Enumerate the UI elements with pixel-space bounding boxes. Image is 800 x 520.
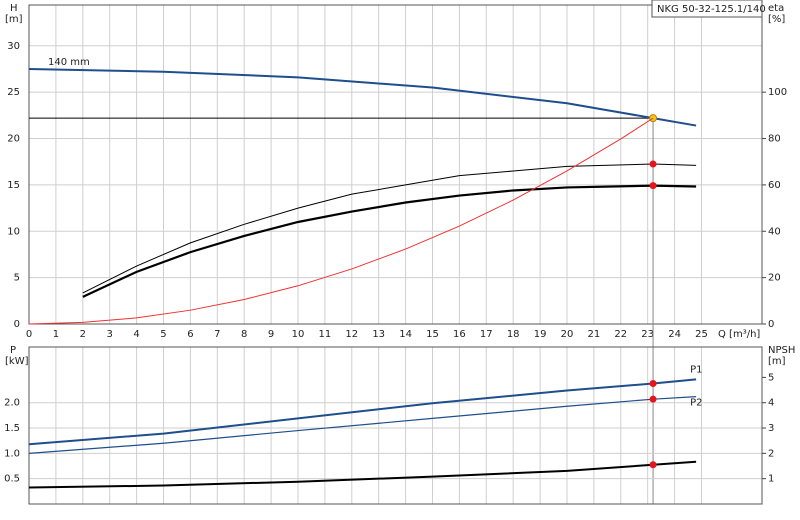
y-tick-label: 5 [14, 273, 20, 284]
y2-tick-label: 2 [768, 448, 774, 459]
plot-frame [28, 346, 763, 505]
x-tick-label: 8 [241, 329, 247, 340]
curve [28, 460, 697, 489]
x-tick-label: 3 [107, 329, 113, 340]
y-tick-label: 15 [7, 180, 20, 191]
y2-axis-label: eta [768, 3, 784, 14]
y2-tick-label: 1 [768, 474, 774, 485]
duty-marker [649, 182, 657, 190]
y-axis-unit: [kW] [5, 356, 29, 367]
y2-tick-label: 60 [768, 180, 781, 191]
x-tick-label: 20 [561, 329, 574, 340]
annotation: 140 mm [48, 57, 90, 68]
x-tick-label: 22 [614, 329, 627, 340]
x-tick-label: 18 [507, 329, 520, 340]
y-axis-label: H [10, 3, 18, 14]
y2-tick-label: 4 [768, 398, 774, 409]
x-tick-label: 24 [668, 329, 681, 340]
curve [28, 117, 654, 325]
y2-axis-label: NPSH [768, 345, 795, 356]
x-tick-label: 9 [268, 329, 274, 340]
x-tick-label: 21 [588, 329, 601, 340]
y-axis-label: P [10, 345, 16, 356]
x-axis-label: Q [m³/h] [718, 329, 760, 340]
x-tick-label: 2 [80, 329, 86, 340]
curve [28, 67, 697, 127]
x-tick-label: 17 [480, 329, 493, 340]
x-tick-label: 16 [453, 329, 466, 340]
curve [82, 184, 697, 298]
x-tick-label: 19 [534, 329, 547, 340]
x-tick-label: 13 [372, 329, 385, 340]
duty-marker [649, 379, 657, 387]
x-tick-label: 14 [399, 329, 412, 340]
y-tick-label: 20 [7, 134, 20, 145]
y-tick-label: 2.0 [4, 398, 20, 409]
y2-tick-label: 0 [768, 319, 774, 330]
x-tick-label: 4 [133, 329, 139, 340]
y2-axis-unit: [m] [768, 356, 786, 367]
series-label: P1 [690, 364, 702, 375]
y2-tick-label: 100 [768, 87, 787, 98]
curve [82, 163, 697, 294]
duty-marker [649, 160, 657, 168]
x-tick-label: 5 [160, 329, 166, 340]
curve [28, 396, 697, 454]
y2-tick-label: 40 [768, 226, 781, 237]
x-tick-label: 0 [26, 329, 32, 340]
x-tick-label: 12 [345, 329, 358, 340]
y2-axis-unit: [%] [768, 14, 785, 25]
curve [28, 378, 697, 446]
x-tick-label: 25 [695, 329, 708, 340]
y-tick-label: 10 [7, 226, 20, 237]
x-tick-label: 6 [187, 329, 193, 340]
x-tick-label: 15 [426, 329, 439, 340]
y-tick-label: 30 [7, 41, 20, 52]
x-tick-label: 1 [53, 329, 59, 340]
y-axis-unit: [m] [5, 14, 23, 25]
series-label: P2 [690, 398, 702, 409]
plot-frame [28, 4, 763, 325]
duty-marker [649, 395, 657, 403]
y-tick-label: 0 [14, 319, 20, 330]
y2-tick-label: 20 [768, 273, 781, 284]
title-box [651, 0, 763, 18]
x-tick-label: 10 [292, 329, 305, 340]
y2-tick-label: 80 [768, 134, 781, 145]
y-tick-label: 25 [7, 87, 20, 98]
y2-tick-label: 3 [768, 423, 774, 434]
duty-marker [649, 461, 657, 469]
chart-title: NKG 50-32-125.1/140 [657, 4, 766, 15]
y-tick-label: 1.5 [4, 423, 20, 434]
y2-tick-label: 5 [768, 372, 774, 383]
y-tick-label: 1.0 [4, 448, 20, 459]
x-tick-label: 11 [319, 329, 332, 340]
x-tick-label: 7 [214, 329, 220, 340]
x-tick-label: 23 [641, 329, 654, 340]
y-tick-label: 0.5 [4, 474, 20, 485]
